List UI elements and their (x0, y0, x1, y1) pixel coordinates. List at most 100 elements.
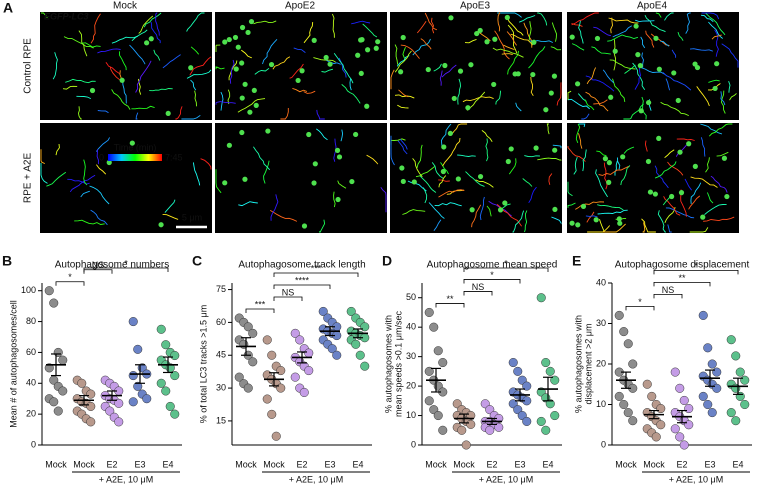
y-axis-label: % autophagosomes with (573, 315, 583, 413)
y-tick-label: 0 (601, 439, 606, 449)
data-point (536, 416, 546, 426)
x-tick-label: E3 (134, 459, 145, 469)
track (522, 178, 533, 187)
data-point (128, 397, 138, 407)
track (586, 67, 597, 85)
significance-label: *** (311, 263, 322, 273)
track (704, 203, 727, 215)
autophagosome (242, 176, 248, 182)
track (396, 55, 410, 67)
micrograph (390, 123, 562, 233)
image-background (390, 12, 562, 120)
track (164, 199, 176, 213)
significance-label: NS (282, 287, 295, 297)
data-point (58, 355, 68, 365)
data-point (670, 424, 680, 434)
track (700, 123, 723, 135)
autophagosome (144, 40, 150, 46)
track (519, 15, 536, 23)
autophagosome (469, 207, 475, 213)
autophagosome (700, 214, 706, 220)
track (728, 81, 731, 93)
track (215, 66, 225, 70)
track (293, 47, 306, 53)
data-point (623, 408, 633, 418)
significance-label: * (638, 297, 642, 307)
y-tick-label: 10 (406, 410, 416, 420)
data-point (58, 386, 68, 396)
track (573, 156, 578, 175)
autophagosome (575, 222, 581, 228)
autophagosome (265, 128, 271, 134)
track (503, 44, 515, 51)
track (253, 20, 277, 25)
data-point (429, 322, 439, 332)
row-label: Control RPE (23, 38, 34, 94)
significance-label: * (504, 258, 508, 268)
track (52, 52, 58, 80)
autophagosome (398, 69, 404, 75)
track (263, 160, 270, 184)
autophagosome (530, 71, 536, 78)
data-point (698, 391, 708, 401)
image-background (40, 12, 212, 120)
track (710, 175, 728, 193)
track (623, 103, 644, 120)
track (610, 17, 613, 34)
track (714, 29, 719, 57)
data-point (128, 371, 138, 381)
panel-letter: B (2, 253, 12, 269)
track (303, 90, 316, 94)
data-point (44, 363, 54, 373)
y-axis-label: % autophagosomes with (383, 315, 393, 413)
autophagosome (477, 173, 484, 180)
colorbar-start: 0 (99, 152, 104, 162)
track (78, 30, 88, 57)
track (581, 113, 590, 120)
micrograph (215, 123, 387, 233)
x-tick-label: Mock (235, 459, 257, 469)
data-point (114, 417, 124, 427)
autophagosome (675, 97, 681, 104)
significance-label: NS (472, 282, 485, 292)
autophagosome (400, 178, 406, 185)
autophagosome (637, 63, 643, 69)
autophagosome (425, 66, 431, 73)
track (149, 88, 173, 92)
data-point (304, 366, 314, 376)
autophagosome (638, 108, 644, 114)
track (80, 190, 90, 198)
track (530, 76, 534, 97)
track (690, 182, 702, 204)
autophagosome (232, 34, 239, 41)
x-tick-label: E4 (542, 459, 553, 469)
track (657, 210, 666, 233)
track (608, 17, 639, 24)
autophagosome (301, 223, 308, 229)
x-tick-label: E4 (162, 459, 173, 469)
data-point (707, 359, 717, 369)
data-point (170, 371, 180, 381)
track (577, 93, 587, 102)
track (442, 137, 461, 167)
track (412, 38, 431, 56)
data-point (614, 310, 624, 320)
track (81, 42, 101, 48)
data-point (304, 348, 314, 358)
track (89, 185, 110, 205)
track (512, 210, 525, 233)
data-point (656, 404, 666, 414)
track (528, 21, 532, 41)
track (612, 25, 633, 38)
autophagosome (226, 142, 232, 148)
x-tick-label: E3 (514, 459, 525, 469)
track (497, 12, 501, 32)
track (431, 17, 435, 34)
data-point (508, 357, 518, 368)
data-point (726, 408, 736, 418)
track (486, 205, 492, 217)
track (215, 101, 236, 105)
data-point (161, 386, 171, 396)
marker-label: EGFP-LC3 (44, 11, 89, 21)
data-point (49, 298, 59, 308)
